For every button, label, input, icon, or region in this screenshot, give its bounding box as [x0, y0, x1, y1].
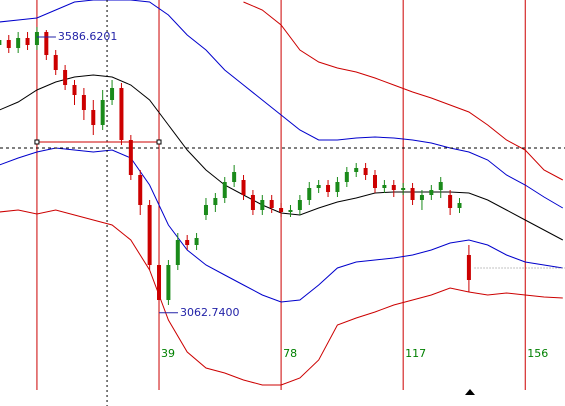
candle-body	[457, 203, 462, 208]
candle-body	[81, 95, 86, 110]
grid	[36, 0, 526, 390]
candle-body	[354, 168, 359, 172]
candle-body	[429, 190, 434, 195]
candles	[0, 27, 471, 313]
candle-body	[203, 205, 208, 215]
candle-body	[260, 200, 265, 210]
candle-body	[166, 265, 171, 300]
candle-body	[372, 175, 377, 188]
candle-body	[448, 195, 453, 208]
candle-body	[344, 172, 349, 182]
candle-body	[279, 208, 284, 212]
segment-handle	[34, 139, 40, 145]
candle-body	[0, 40, 2, 45]
candle-body	[185, 240, 190, 245]
x-tick-label: 156	[527, 347, 548, 360]
band-line	[0, 147, 563, 303]
candle-body	[363, 168, 368, 175]
candle-body	[316, 185, 321, 188]
candle-body	[194, 238, 199, 245]
candle-body	[53, 55, 58, 70]
x-tick-label: 39	[161, 347, 175, 360]
candle-body	[119, 88, 124, 140]
candle-body	[100, 100, 105, 125]
candle-body	[157, 265, 162, 300]
candle-body	[34, 32, 39, 45]
candle-body	[222, 182, 227, 198]
band-line	[243, 1, 564, 181]
annotation-label: 3062.7400	[180, 306, 240, 319]
candle-body	[25, 38, 30, 45]
candle-body	[241, 180, 246, 195]
candle-body	[410, 188, 415, 200]
candle-body	[438, 182, 443, 190]
candle-body	[288, 210, 293, 212]
labels: 39 78 117 156 3586.6201 3062.7400	[36, 30, 548, 360]
candle-body	[72, 85, 77, 95]
candle-body	[91, 110, 96, 125]
candle-body	[110, 88, 115, 100]
cursor-marker	[465, 389, 475, 395]
candle-body	[128, 140, 133, 175]
candle-body	[326, 185, 331, 192]
candle-body	[297, 200, 302, 210]
candle-body	[63, 70, 68, 85]
candle-body	[269, 200, 274, 208]
candle-body	[307, 188, 312, 200]
candle-body	[382, 185, 387, 188]
candle-body	[147, 205, 152, 265]
candle-body	[16, 38, 21, 48]
x-tick-label: 78	[283, 347, 297, 360]
candle-body	[250, 195, 255, 210]
annotation-label: 3586.6201	[58, 30, 118, 43]
band-line	[0, 0, 564, 209]
candle-body	[138, 175, 143, 205]
x-tick-label: 117	[405, 347, 426, 360]
candle-body	[419, 195, 424, 200]
candle-body	[466, 255, 471, 280]
segment-handle	[156, 139, 162, 145]
candle-body	[335, 182, 340, 192]
candle-body	[175, 240, 180, 265]
candle-body	[401, 188, 406, 190]
candle-body	[6, 40, 11, 48]
candle-body	[391, 185, 396, 190]
candle-body	[213, 198, 218, 205]
candle-body	[232, 172, 237, 182]
candle-body	[44, 32, 49, 55]
